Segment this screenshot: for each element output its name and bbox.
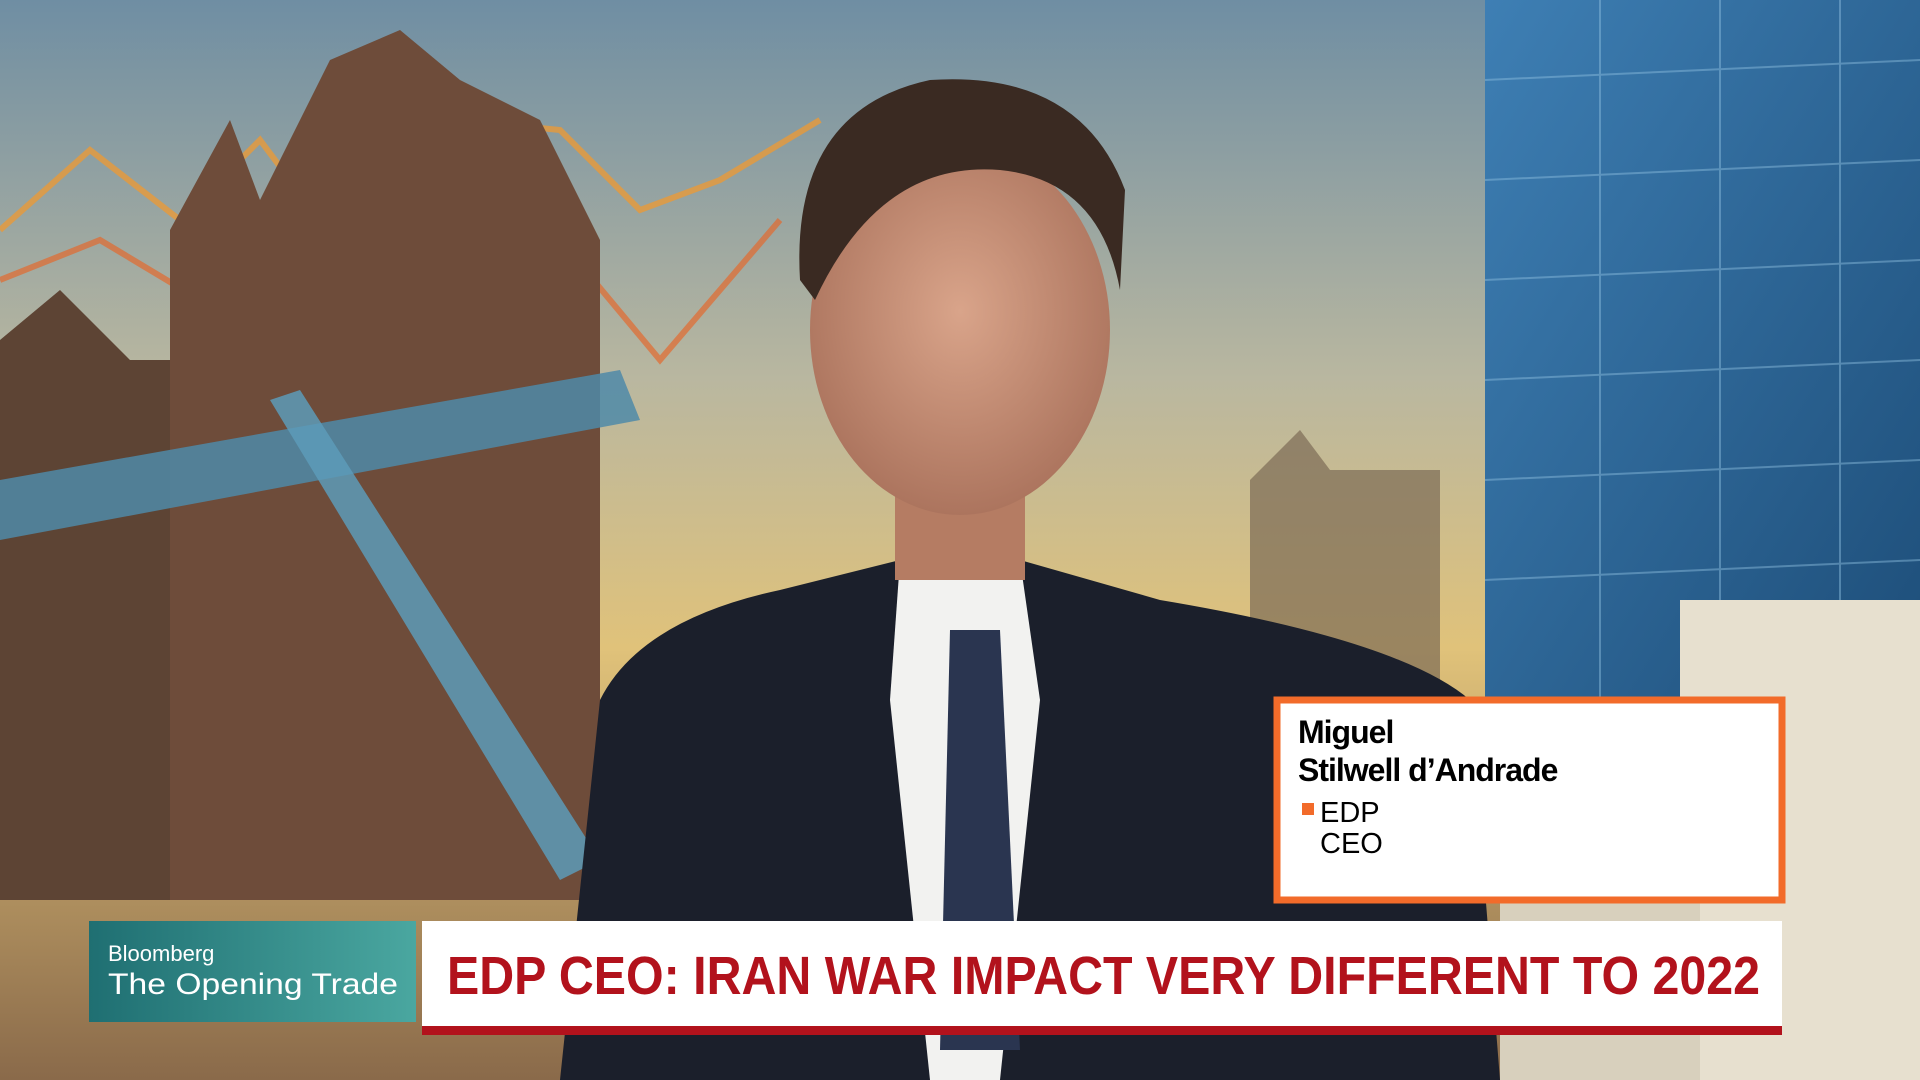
guest-company: EDP [1320, 797, 1380, 829]
network-name: Bloomberg [108, 941, 214, 966]
headline-bar [422, 921, 1782, 1026]
bullet [1302, 803, 1314, 815]
show-badge [89, 921, 416, 1022]
guest-name: Stilwell d’Andrade [1298, 752, 1558, 788]
guest-name: Miguel [1298, 714, 1393, 750]
hair [799, 79, 1125, 300]
headline: EDP CEO: IRAN WAR IMPACT VERY DIFFERENT … [447, 946, 1760, 1006]
headline-underline [422, 1026, 1782, 1035]
head [810, 145, 1110, 515]
tower-left [0, 290, 170, 900]
program-name: The Opening Trade [108, 968, 398, 1001]
guest-role: CEO [1320, 828, 1383, 860]
name-card [1273, 696, 1786, 904]
bridge-cable [270, 390, 600, 880]
